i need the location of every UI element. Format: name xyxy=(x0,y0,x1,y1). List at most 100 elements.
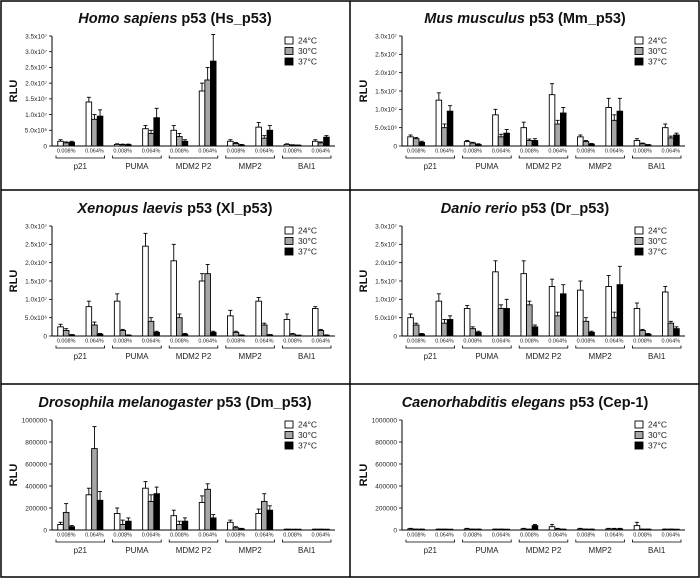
y-tick-label: 0 xyxy=(393,143,397,150)
concentration-label: 0.064% xyxy=(198,533,217,539)
concentration-label: 0.008% xyxy=(520,533,539,539)
bar-30c xyxy=(119,524,126,531)
y-tick-label: 200000 xyxy=(25,505,47,512)
y-tick-label: 1.0x10⁷ xyxy=(375,297,398,304)
chart-title: Danio rerio p53 (Dr_p53) xyxy=(441,201,610,217)
concentration-label: 0.064% xyxy=(662,339,681,345)
bar-37c xyxy=(503,308,510,337)
bar-30c xyxy=(261,324,268,337)
bar-30c xyxy=(147,500,155,531)
bar-37c xyxy=(181,140,189,147)
concentration-label: 0.008% xyxy=(463,149,482,155)
legend-swatch-24c xyxy=(284,226,294,235)
gene-bracket xyxy=(405,155,455,159)
concentration-label: 0.008% xyxy=(283,339,302,345)
y-tick-label: 2.0x10⁷ xyxy=(25,260,48,267)
y-tick-label: 3.0x10⁷ xyxy=(25,223,48,230)
bar-24c xyxy=(633,140,641,147)
bar-24c xyxy=(605,107,612,147)
gene-bracket xyxy=(405,539,455,543)
concentration-label: 0.008% xyxy=(227,533,246,539)
bar-24c xyxy=(520,273,528,337)
concentration-label: 0.064% xyxy=(662,149,681,155)
gene-label: MDM2 P2 xyxy=(176,546,212,555)
gene-bracket xyxy=(518,155,569,159)
gene-bracket xyxy=(575,155,625,159)
chart-panel-homo-sapiens: Homo sapiens p53 (Hs_p53) 0 5.0x10⁶ 1.0x10⁷… xyxy=(8,11,335,171)
y-tick-label: 600000 xyxy=(25,461,47,468)
gene-label: p21 xyxy=(424,162,438,171)
legend-swatch-37c xyxy=(284,247,294,256)
gene-bracket xyxy=(282,539,332,543)
bar-30c xyxy=(289,333,296,337)
gene-bracket xyxy=(405,345,455,349)
y-tick-label: 1.5x10⁷ xyxy=(25,278,48,285)
gene-label: MMP2 xyxy=(589,546,613,555)
chart-title-species: Mus musculus xyxy=(424,11,525,27)
bar-37c xyxy=(209,331,217,337)
concentration-label: 0.008% xyxy=(113,533,132,539)
bar-24c xyxy=(255,513,262,531)
legend-label-37c: 37°C xyxy=(298,441,317,451)
concentration-label: 0.008% xyxy=(407,149,426,155)
concentration-label: 0.008% xyxy=(633,149,652,155)
concentration-label: 0.064% xyxy=(312,533,331,539)
chart-panel-caenorhabditis-elegans: Caenorhabditis elegans p53 (Cep-1) 0 20000… xyxy=(358,395,685,555)
concentration-label: 0.008% xyxy=(283,533,302,539)
bar-37c xyxy=(266,509,274,531)
gene-bracket xyxy=(55,539,105,543)
chart-panel-mus-musculus: Mus musculus p53 (Mm_p53) 0 5.0x10⁶ 1.0x10⁷… xyxy=(358,11,685,171)
bar-24c xyxy=(662,291,669,337)
bar-30c xyxy=(232,331,240,337)
gene-bracket xyxy=(518,345,569,349)
bar-30c xyxy=(639,143,646,147)
chart-panel-drosophila-melanogaster: Drosophila melanogaster p53 (Dm_p53) 0 200… xyxy=(8,395,335,555)
gene-label: BAI1 xyxy=(298,162,316,171)
bar-24c xyxy=(227,315,234,337)
bar-24c xyxy=(577,289,584,337)
bar-24c xyxy=(633,308,641,337)
gene-bracket xyxy=(55,155,105,159)
y-tick-label: 2.0x10⁷ xyxy=(375,70,398,77)
concentration-label: 0.064% xyxy=(85,339,104,345)
bar-37c xyxy=(560,293,567,337)
legend-swatch-24c xyxy=(284,420,294,429)
bar-30c xyxy=(611,528,618,531)
bar-24c xyxy=(312,140,319,147)
gene-label: MDM2 P2 xyxy=(526,352,562,361)
legend-swatch-30c xyxy=(284,47,294,55)
bar-30c xyxy=(204,488,211,531)
y-axis-label: RLU xyxy=(8,270,20,293)
bar-30c xyxy=(147,320,155,337)
bar-37c xyxy=(266,334,274,337)
legend-label-37c: 37°C xyxy=(298,247,317,257)
gene-label: MDM2 P2 xyxy=(526,546,562,555)
bar-24c xyxy=(463,141,471,147)
bar-24c xyxy=(85,306,93,337)
bar-37c xyxy=(181,520,189,531)
bar-30c xyxy=(91,324,98,337)
bar-24c xyxy=(142,245,149,337)
bar-37c xyxy=(644,333,652,337)
bar-30c xyxy=(62,511,70,531)
chart-title: Caenorhabditis elegans p53 (Cep-1) xyxy=(402,395,649,411)
y-tick-label: 0 xyxy=(393,527,397,534)
bar-37c xyxy=(68,141,75,147)
concentration-label: 0.008% xyxy=(407,339,426,345)
concentration-label: 0.008% xyxy=(113,339,132,345)
gene-label: MMP2 xyxy=(239,162,263,171)
bar-30c xyxy=(441,322,448,337)
gene-bracket xyxy=(575,345,625,349)
concentration-label: 0.064% xyxy=(605,339,624,345)
y-axis-label: RLU xyxy=(8,464,20,487)
bar-37c xyxy=(209,517,217,531)
legend-swatch-30c xyxy=(634,237,644,245)
y-tick-label: 400000 xyxy=(375,483,397,490)
bar-37c xyxy=(418,333,426,337)
gene-label: MMP2 xyxy=(589,352,613,361)
bar-30c xyxy=(62,142,70,147)
bar-30c xyxy=(119,144,126,147)
gene-label: p21 xyxy=(74,352,88,361)
concentration-label: 0.008% xyxy=(463,339,482,345)
y-axis-label: RLU xyxy=(358,464,370,487)
